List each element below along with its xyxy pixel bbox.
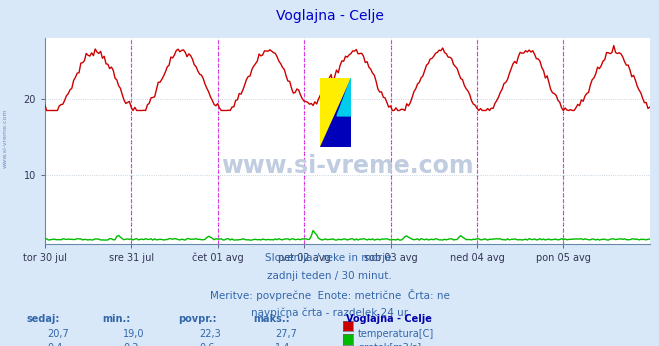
Text: navpična črta - razdelek 24 ur: navpična črta - razdelek 24 ur [251,307,408,318]
Text: temperatura[C]: temperatura[C] [358,329,434,339]
Text: 1,4: 1,4 [275,343,290,346]
Text: maks.:: maks.: [254,314,291,324]
Text: povpr.:: povpr.: [178,314,216,324]
Text: sedaj:: sedaj: [26,314,60,324]
Text: min.:: min.: [102,314,130,324]
Text: 20,7: 20,7 [47,329,69,339]
Text: zadnji teden / 30 minut.: zadnji teden / 30 minut. [267,271,392,281]
Text: Voglajna - Celje: Voglajna - Celje [275,9,384,22]
Text: 22,3: 22,3 [199,329,221,339]
Text: 27,7: 27,7 [275,329,297,339]
Text: Meritve: povprečne  Enote: metrične  Črta: ne: Meritve: povprečne Enote: metrične Črta:… [210,289,449,301]
Text: pretok[m3/s]: pretok[m3/s] [358,343,421,346]
Text: 0,3: 0,3 [123,343,138,346]
Text: 0,4: 0,4 [47,343,63,346]
Polygon shape [320,78,351,147]
Text: www.si-vreme.com: www.si-vreme.com [221,154,474,178]
Text: Slovenija / reke in morje.: Slovenija / reke in morje. [264,253,395,263]
Text: www.si-vreme.com: www.si-vreme.com [3,109,8,168]
Text: Voglajna - Celje: Voglajna - Celje [346,314,432,324]
Text: 0,6: 0,6 [199,343,214,346]
Polygon shape [320,78,351,147]
Polygon shape [337,78,351,116]
Text: 19,0: 19,0 [123,329,145,339]
